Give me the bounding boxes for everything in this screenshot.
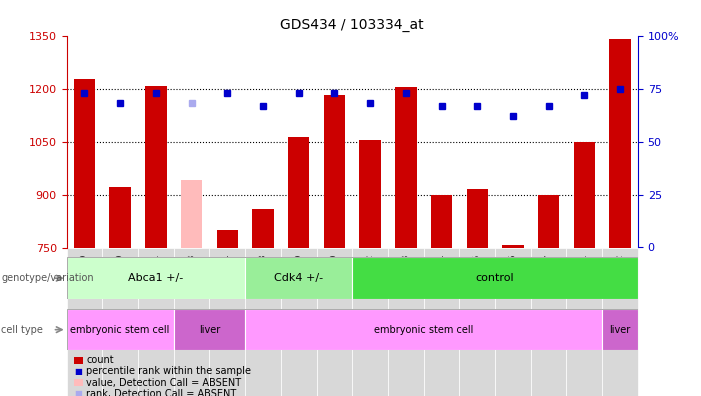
Text: genotype/variation: genotype/variation [1,273,94,283]
Text: embryonic stem cell: embryonic stem cell [71,325,170,335]
Text: Cdk4 +/-: Cdk4 +/- [274,273,323,283]
Bar [538,195,559,248]
Bar [352,248,388,396]
Bar [466,189,488,248]
Bar [174,309,245,350]
Bar [217,230,238,248]
Bar [388,248,423,396]
Bar [67,309,174,350]
Bar [210,248,245,396]
Bar [67,257,245,299]
Text: liver: liver [199,325,220,335]
Bar [395,87,416,248]
Bar [138,248,174,396]
Text: count: count [86,355,114,366]
Bar [252,209,273,248]
Bar [566,248,602,396]
Bar [74,79,95,248]
Bar [459,248,495,396]
Bar [324,95,345,248]
Bar [602,248,638,396]
Bar [423,248,459,396]
Bar [245,257,352,299]
Bar [317,248,352,396]
Text: Abca1 +/-: Abca1 +/- [128,273,184,283]
Bar [145,86,167,248]
Bar [288,137,309,248]
Text: percentile rank within the sample: percentile rank within the sample [86,366,251,377]
Text: cell type: cell type [1,325,43,335]
Text: rank, Detection Call = ABSENT: rank, Detection Call = ABSENT [86,388,236,396]
Bar [531,248,566,396]
Bar [360,140,381,248]
Text: ■: ■ [74,367,83,376]
Title: GDS434 / 103334_at: GDS434 / 103334_at [280,18,424,32]
Text: control: control [476,273,515,283]
Text: embryonic stem cell: embryonic stem cell [374,325,473,335]
Bar [502,245,524,248]
Bar [245,248,281,396]
Text: liver: liver [609,325,631,335]
Bar [602,309,638,350]
Bar [352,257,638,299]
Bar [67,248,102,396]
Bar [174,248,210,396]
Bar [281,248,317,396]
Bar [573,141,595,248]
Bar [495,248,531,396]
Text: value, Detection Call = ABSENT: value, Detection Call = ABSENT [86,377,241,388]
Bar [609,39,631,248]
Bar [431,194,452,248]
Bar [102,248,138,396]
Bar [109,187,131,248]
Bar [181,181,203,248]
Bar [245,309,602,350]
Text: ■: ■ [74,389,83,396]
